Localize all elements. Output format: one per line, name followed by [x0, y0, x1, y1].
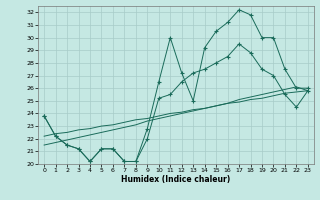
X-axis label: Humidex (Indice chaleur): Humidex (Indice chaleur) — [121, 175, 231, 184]
